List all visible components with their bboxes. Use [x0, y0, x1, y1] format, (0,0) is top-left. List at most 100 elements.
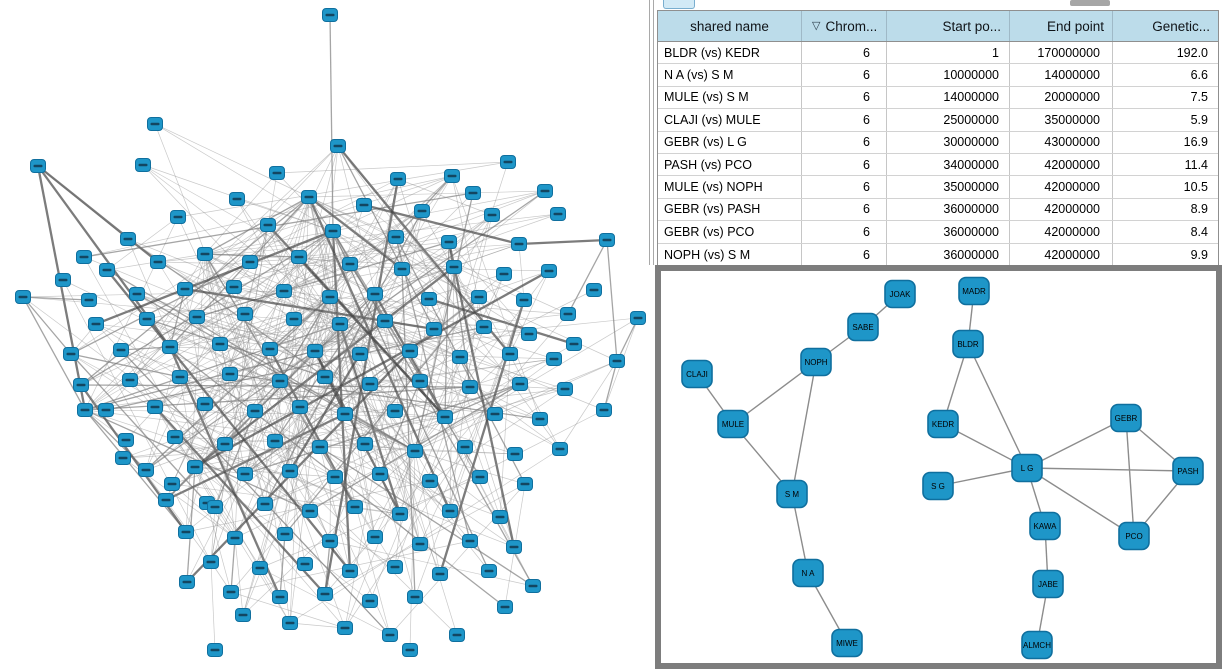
network-edge [224, 350, 316, 445]
node-kawa[interactable]: KAWA [1029, 511, 1061, 541]
table-row[interactable]: BLDR (vs) KEDR 6 1 170000000 192.0 [658, 42, 1218, 65]
node-joak[interactable]: JOAK [884, 279, 916, 309]
node-kedr[interactable]: KEDR [927, 409, 959, 439]
network-edge [359, 353, 446, 418]
column-header-endpoint[interactable]: End point [1010, 11, 1113, 41]
network-edge [145, 286, 235, 471]
scrollbar-thumb[interactable] [1070, 0, 1110, 6]
network-edge [259, 476, 481, 569]
node-label-smudge [325, 539, 335, 543]
table-row[interactable]: GEBR (vs) L G 6 30000000 43000000 16.9 [658, 131, 1218, 154]
network-edge [185, 253, 206, 533]
table-row[interactable]: PASH (vs) PCO 6 34000000 42000000 11.4 [658, 153, 1218, 177]
node-label-smudge [602, 238, 612, 242]
table-row[interactable]: NOPH (vs) S M 6 36000000 42000000 9.9 [658, 243, 1218, 266]
node-label-smudge [350, 505, 360, 509]
node-claji[interactable]: CLAJI [681, 359, 713, 389]
network-edge [194, 290, 285, 468]
network-edge [344, 413, 431, 482]
node-label-smudge [447, 174, 457, 178]
table-cell: N A (vs) S M [658, 64, 802, 86]
node-label-smudge [370, 292, 380, 296]
node-na[interactable]: N A [792, 558, 824, 588]
network-edge [379, 380, 421, 475]
node-mule[interactable]: MULE [717, 409, 749, 439]
node-bldr[interactable]: BLDR [952, 329, 984, 359]
table-row[interactable]: GEBR (vs) PCO 6 36000000 42000000 8.4 [658, 221, 1218, 244]
node-label-smudge [405, 349, 415, 353]
network-edge [234, 175, 453, 539]
network-edge [298, 256, 351, 265]
node-label-smudge [335, 322, 345, 326]
node-label-smudge [479, 325, 489, 329]
node-sm[interactable]: S M [776, 479, 808, 509]
network-edge [179, 296, 331, 378]
network-edge [70, 353, 208, 504]
node-label-smudge [544, 269, 554, 273]
node-miwe[interactable]: MIWE [831, 628, 863, 658]
column-header-startpo[interactable]: Start po... [887, 11, 1010, 41]
table-row[interactable]: GEBR (vs) PASH 6 36000000 42000000 8.9 [658, 198, 1218, 222]
network-edge [204, 253, 271, 350]
network-edge [214, 410, 256, 508]
node-lg[interactable]: L G [1011, 453, 1043, 483]
table-cell: 8.9 [1190, 202, 1208, 217]
node-label-smudge [285, 469, 295, 473]
network-edge [196, 316, 446, 418]
network-edge [171, 483, 236, 539]
node-jabe[interactable]: JABE [1032, 569, 1064, 599]
network-edge [314, 333, 530, 352]
node-pco[interactable]: PCO [1118, 521, 1150, 551]
table-tab[interactable] [663, 0, 695, 9]
node-madr[interactable]: MADR [958, 276, 990, 306]
column-header-label: Start po... [942, 18, 1001, 34]
network-edge [279, 533, 286, 598]
node-label: KEDR [932, 420, 954, 429]
table-row[interactable]: CLAJI (vs) MULE 6 25000000 35000000 5.9 [658, 109, 1218, 132]
node-noph[interactable]: NOPH [800, 347, 832, 377]
network-edge [230, 296, 480, 593]
table-cell: 6 [802, 109, 887, 131]
node-label-smudge [540, 189, 550, 193]
network-edge [448, 241, 530, 335]
node-label-smudge [612, 359, 622, 363]
node-label-smudge [455, 355, 465, 359]
table-row[interactable]: N A (vs) S M 6 10000000 14000000 6.6 [658, 64, 1218, 87]
network-view-canvas[interactable] [0, 0, 655, 669]
table-cell: 11.4 [1184, 157, 1208, 172]
node-label-smudge [553, 212, 563, 216]
column-header-genetic[interactable]: Genetic... [1113, 11, 1218, 41]
table-row[interactable]: MULE (vs) S M 6 14000000 20000000 7.5 [658, 86, 1218, 110]
table-cell: 14000000 [887, 86, 1010, 109]
network-edge [95, 229, 334, 326]
node-label: JABE [1038, 580, 1058, 589]
table-cell: 20000000 [1010, 86, 1113, 109]
node-gebr[interactable]: GEBR [1110, 403, 1142, 433]
column-header-sharedname[interactable]: shared name [658, 11, 802, 41]
table-cell: 192.0 [1176, 45, 1208, 60]
node-almch[interactable]: ALMCH [1021, 630, 1053, 660]
network-edge [307, 196, 452, 512]
network-edge [308, 196, 376, 538]
node-label-smudge [365, 382, 375, 386]
network-edge [363, 204, 480, 298]
column-header-chrom[interactable]: ▽ Chrom... [802, 11, 887, 41]
network-edge [154, 123, 310, 198]
network-edge [210, 230, 334, 563]
subnetwork-canvas[interactable]: JOAK MADR SABE BLDR NOPH CLAJI GEBR MULE KEDR L G… [661, 271, 1216, 663]
node-sg[interactable]: S G [922, 471, 954, 501]
node-pash[interactable]: PASH [1172, 456, 1204, 486]
node-label-smudge [167, 482, 177, 486]
node-sabe[interactable]: SABE [847, 312, 879, 342]
network-edge [244, 313, 291, 624]
network-edge [154, 123, 291, 472]
network-edge [83, 192, 474, 258]
node-label-smudge [599, 408, 609, 412]
node-label: GEBR [1115, 414, 1138, 423]
node-label-smudge [142, 317, 152, 321]
panel-splitter[interactable] [649, 0, 654, 265]
network-edge [204, 253, 461, 358]
node-label-smudge [375, 472, 385, 476]
table-row[interactable]: MULE (vs) NOPH 6 35000000 42000000 10.5 [658, 176, 1218, 199]
